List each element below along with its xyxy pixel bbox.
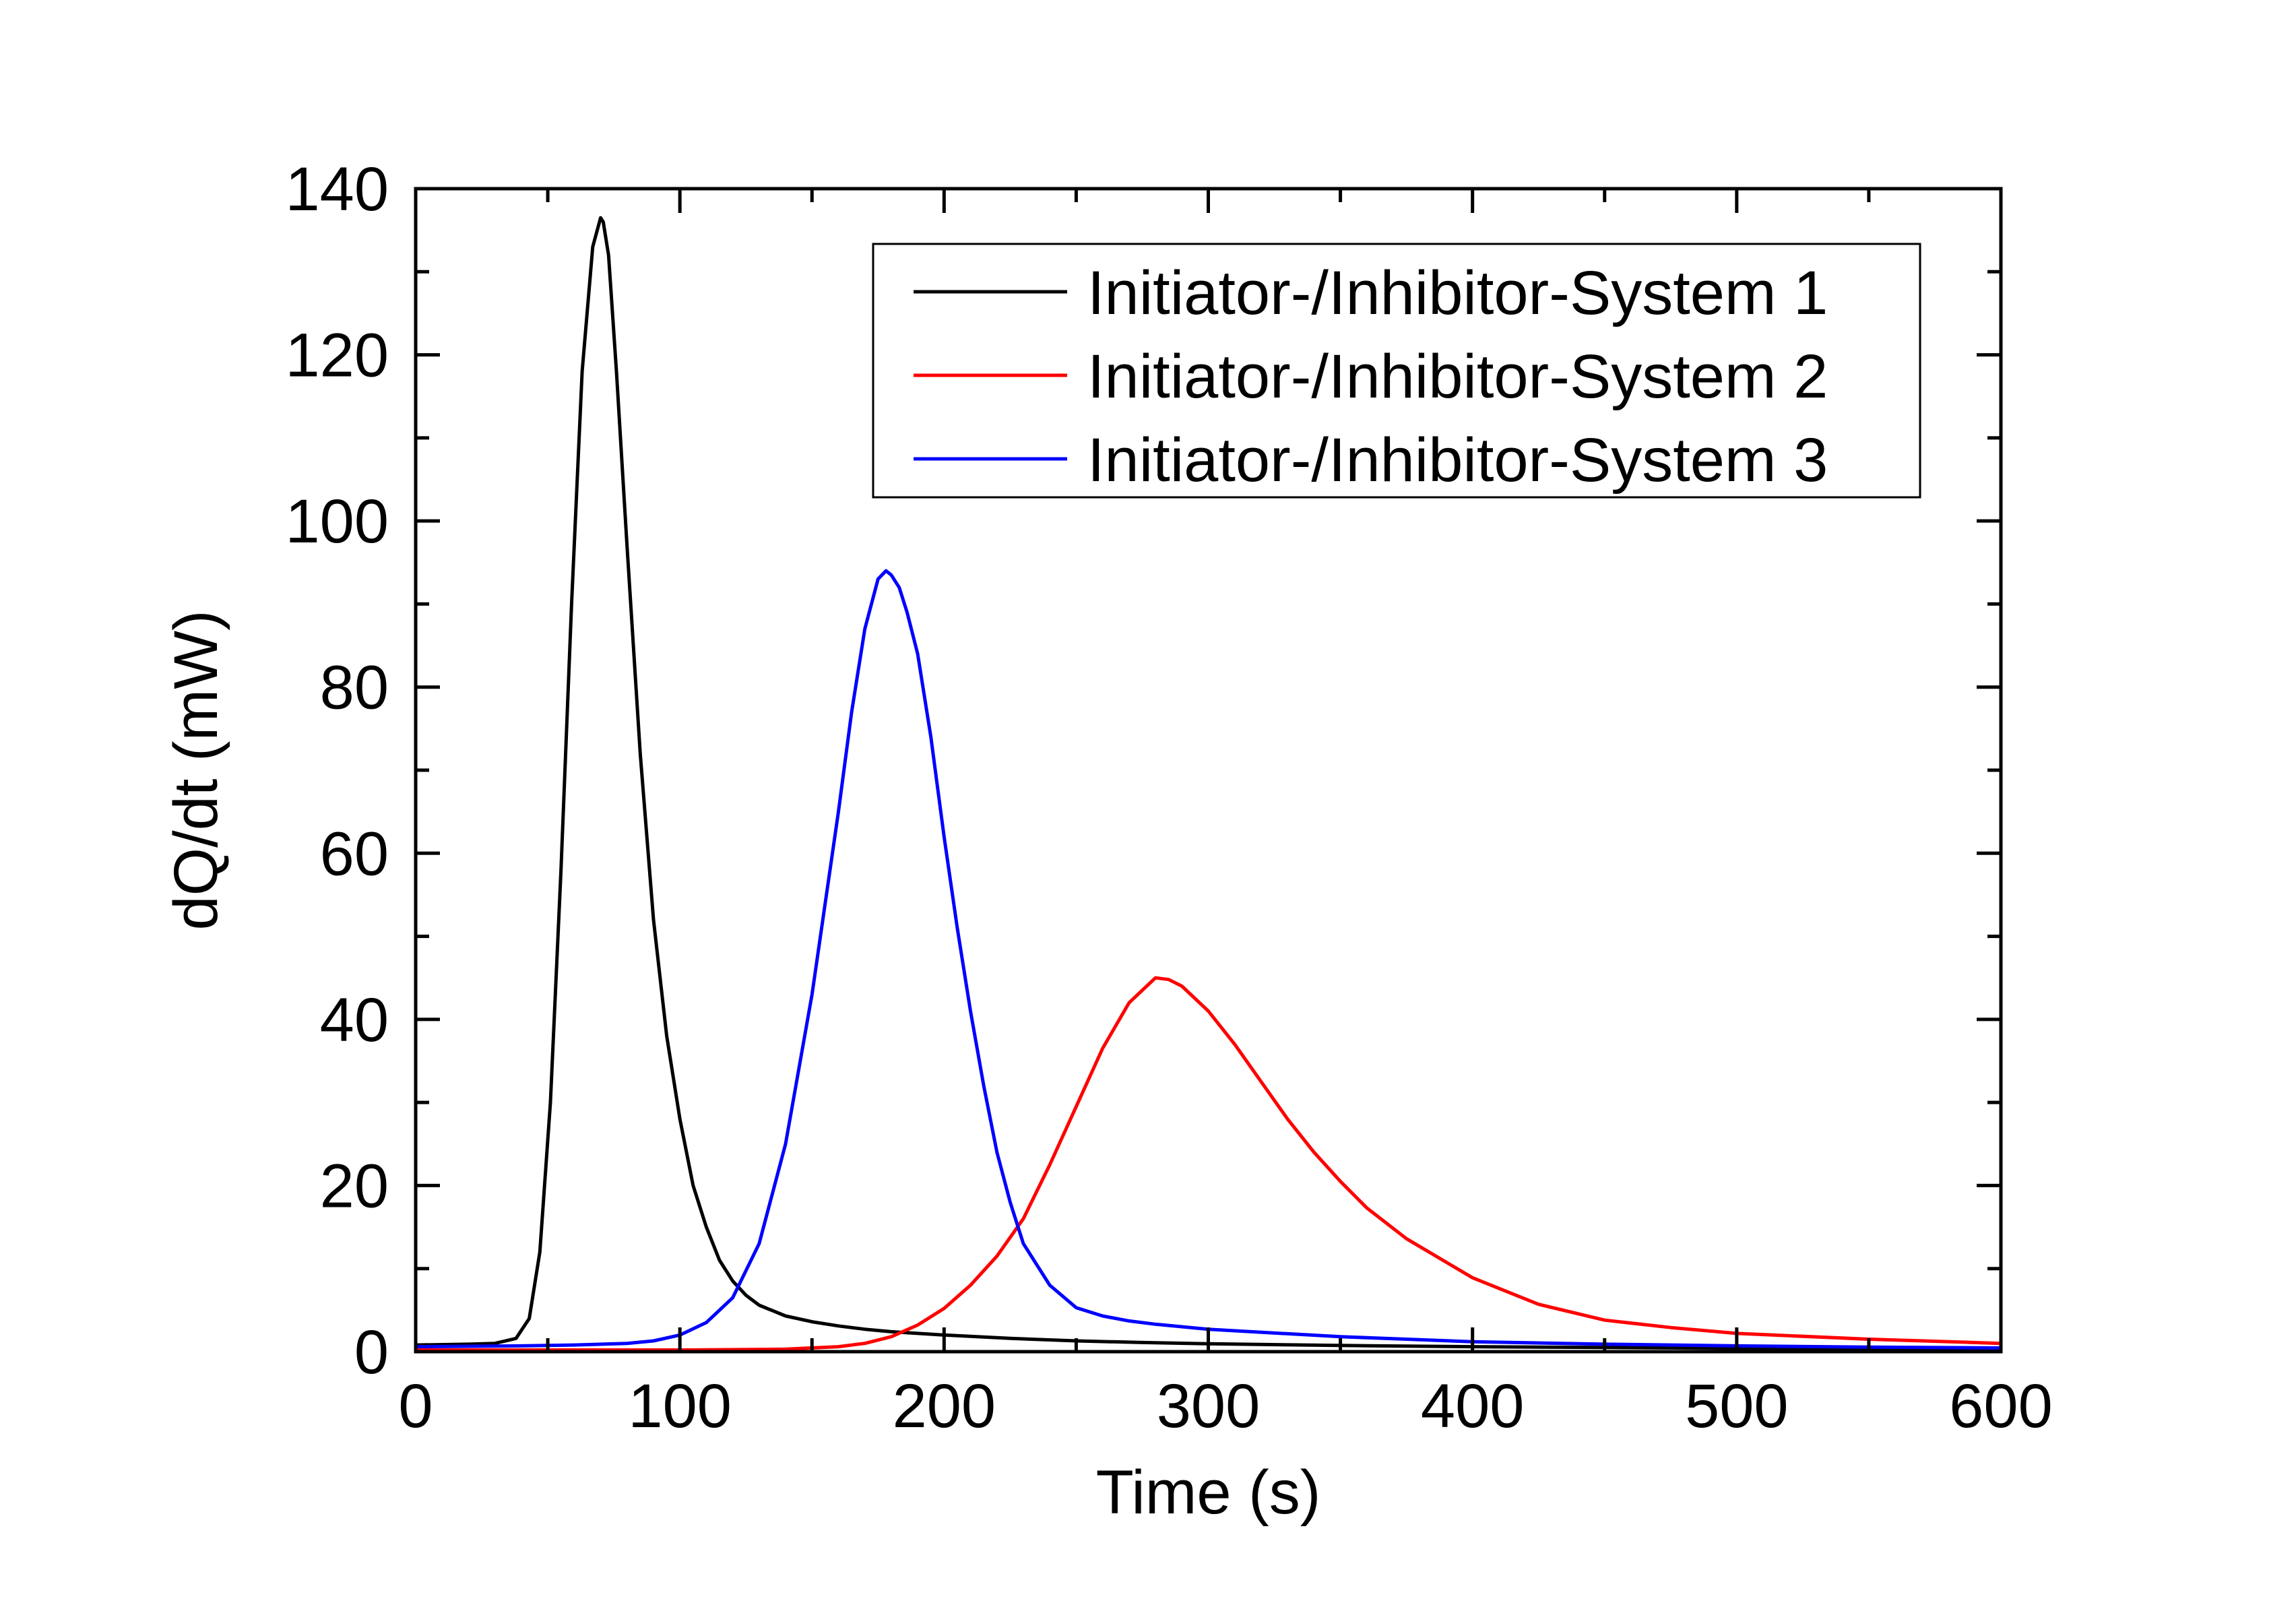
x-tick-label: 0: [398, 1372, 433, 1441]
y-tick-label: 120: [286, 321, 389, 390]
series-layer: [414, 216, 2003, 1352]
y-axis-title: dQ/dt (mW): [162, 610, 230, 930]
y-tick-label: 80: [320, 654, 389, 722]
y-tick-label: 20: [320, 1152, 389, 1220]
plot-frame: [414, 187, 2003, 1354]
tick-labels: 0 100 200 300 400 500 600 0 20 40 60 80 100 120 140: [286, 155, 2053, 1441]
x-tick-label: 600: [1949, 1372, 2053, 1441]
x-tick-label: 400: [1421, 1372, 1525, 1441]
series-line-3: [414, 569, 2003, 1350]
x-axis-title: Time (s): [1096, 1458, 1321, 1527]
legend-label-3: Initiator-/Inhibitor-System 3: [1087, 426, 1828, 495]
x-tick-label: 300: [1157, 1372, 1261, 1441]
legend-label-2: Initiator-/Inhibitor-System 2: [1087, 342, 1828, 411]
y-tick-label: 60: [320, 819, 389, 888]
x-tick-label: 200: [893, 1372, 996, 1441]
series-line-2: [414, 976, 2003, 1352]
y-tick-label: 0: [354, 1318, 389, 1387]
series-line-1: [414, 216, 2003, 1351]
legend-box: [872, 243, 1921, 499]
legend: Initiator-/Inhibitor-System 1 Initiator-/…: [872, 243, 1921, 499]
x-tick-label: 100: [628, 1372, 732, 1441]
x-tick-label: 500: [1685, 1372, 1789, 1441]
y-tick-label: 100: [286, 487, 389, 556]
legend-label-1: Initiator-/Inhibitor-System 1: [1087, 259, 1828, 327]
y-tick-label: 40: [320, 986, 389, 1055]
y-tick-label: 140: [286, 155, 389, 224]
